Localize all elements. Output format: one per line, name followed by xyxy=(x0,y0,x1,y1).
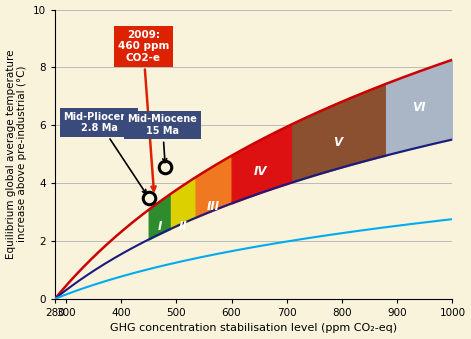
Text: II: II xyxy=(179,220,187,233)
Text: Mid-Pliocene
2.8 Ma: Mid-Pliocene 2.8 Ma xyxy=(64,112,146,194)
Y-axis label: Equilibrium global average temperature
increase above pre-industrial (°C): Equilibrium global average temperature i… xyxy=(6,49,27,259)
Text: I: I xyxy=(158,220,162,233)
Text: V: V xyxy=(333,136,342,149)
X-axis label: GHG concentration stabilisation level (ppm CO₂-eq): GHG concentration stabilisation level (p… xyxy=(110,323,397,334)
Text: III: III xyxy=(207,200,220,213)
Text: 2009:
460 ppm
CO2-e: 2009: 460 ppm CO2-e xyxy=(117,30,169,191)
Text: Mid-Miocene
15 Ma: Mid-Miocene 15 Ma xyxy=(128,115,197,163)
Text: IV: IV xyxy=(254,165,268,178)
Text: VI: VI xyxy=(413,101,426,115)
